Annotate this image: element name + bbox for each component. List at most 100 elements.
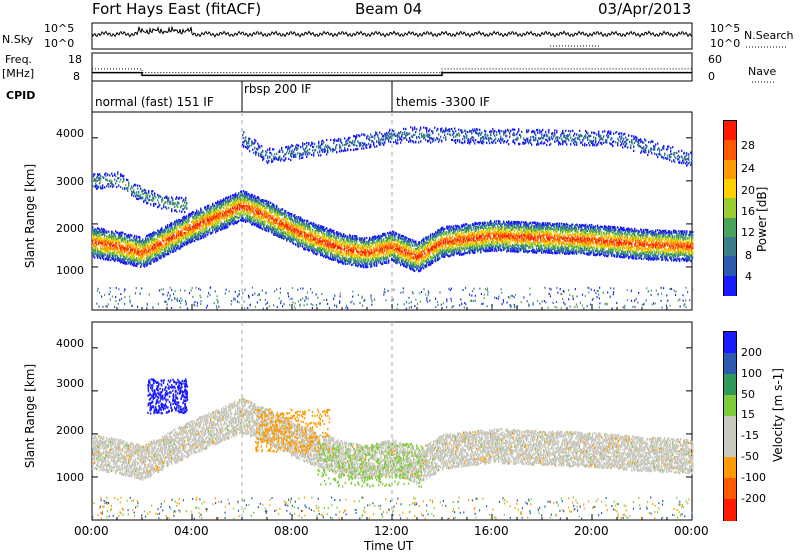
power-cell bbox=[146, 252, 148, 255]
power-cell bbox=[103, 230, 105, 233]
power-cell bbox=[102, 247, 104, 250]
power-cell bbox=[153, 251, 155, 255]
power-cell bbox=[255, 204, 257, 207]
power-cell bbox=[95, 252, 97, 255]
power-cell bbox=[152, 249, 154, 252]
power-cell bbox=[128, 251, 130, 254]
power-cell bbox=[170, 239, 172, 242]
power-cell bbox=[117, 251, 119, 255]
power-cell bbox=[155, 248, 157, 251]
power-cell bbox=[138, 252, 140, 255]
power-cell bbox=[309, 249, 311, 252]
power-cell bbox=[97, 234, 99, 237]
power-cell bbox=[250, 216, 252, 219]
y-tick-label: 4000 bbox=[56, 338, 84, 349]
power-cell bbox=[256, 203, 258, 206]
power-cell bbox=[148, 257, 150, 260]
power-cell bbox=[241, 211, 243, 214]
power-cell bbox=[121, 246, 123, 249]
power-cell bbox=[169, 238, 171, 241]
power-cell bbox=[140, 250, 142, 254]
power-cell bbox=[149, 246, 151, 249]
power-cell bbox=[263, 202, 265, 205]
power-cell bbox=[228, 204, 230, 207]
y-tick-label: 1000 bbox=[56, 472, 84, 483]
power-cell bbox=[109, 237, 111, 240]
power-cell bbox=[170, 233, 172, 236]
power-cell bbox=[260, 200, 262, 203]
power-cell bbox=[180, 239, 182, 243]
power-cell bbox=[96, 246, 98, 249]
power-cell bbox=[136, 257, 138, 260]
power-cell bbox=[271, 210, 273, 213]
power-cell bbox=[282, 218, 284, 221]
power-cell bbox=[240, 199, 242, 202]
power-cell bbox=[221, 206, 223, 209]
power-cell bbox=[207, 218, 209, 221]
power-cell bbox=[285, 210, 287, 213]
power-cell bbox=[136, 265, 138, 268]
x-axis-label: Time UT bbox=[364, 540, 413, 552]
power-cell bbox=[158, 250, 160, 253]
power-cell bbox=[118, 232, 120, 236]
power-cell bbox=[161, 229, 163, 232]
power-cell bbox=[329, 248, 331, 251]
x-tick-label: 16:00 bbox=[474, 525, 509, 537]
power-cell bbox=[191, 228, 193, 231]
power-cell bbox=[240, 214, 242, 217]
power-cell bbox=[255, 197, 257, 200]
power-cell bbox=[114, 250, 116, 253]
power-cell bbox=[217, 210, 219, 213]
power-cell bbox=[133, 260, 135, 263]
power-cell bbox=[227, 201, 229, 204]
power-cell bbox=[156, 242, 158, 245]
power-cell bbox=[235, 193, 237, 196]
power-cell bbox=[278, 228, 280, 231]
power-cell bbox=[267, 201, 269, 204]
power-cell bbox=[133, 252, 135, 255]
power-cell bbox=[121, 251, 123, 254]
power-cell bbox=[207, 220, 209, 223]
power-cell bbox=[275, 220, 277, 223]
power-cell bbox=[180, 244, 182, 247]
power-cell bbox=[211, 216, 213, 219]
power-cell bbox=[184, 241, 186, 244]
power-cell bbox=[261, 223, 263, 226]
power-cell bbox=[242, 209, 244, 212]
power-cell bbox=[202, 230, 204, 233]
power-cell bbox=[164, 230, 166, 233]
power-cell bbox=[160, 243, 162, 246]
power-cell bbox=[149, 239, 151, 242]
power-cell bbox=[103, 228, 105, 231]
power-cell bbox=[123, 239, 125, 243]
power-cell bbox=[191, 212, 193, 215]
power-cell bbox=[280, 213, 282, 216]
power-cell bbox=[216, 226, 218, 229]
power-cell bbox=[260, 211, 262, 214]
power-cell bbox=[145, 248, 147, 251]
power-cell bbox=[218, 227, 220, 230]
power-cell bbox=[144, 246, 146, 249]
power-cell bbox=[130, 251, 132, 254]
power-cell bbox=[344, 245, 346, 248]
power-cell bbox=[170, 237, 172, 240]
power-cell bbox=[204, 226, 206, 229]
power-cell bbox=[189, 228, 191, 231]
power-cell bbox=[205, 217, 207, 220]
power-cell bbox=[108, 242, 110, 245]
power-cell bbox=[185, 238, 187, 241]
power-cell bbox=[225, 226, 227, 229]
power-cell bbox=[101, 227, 103, 230]
power-cell bbox=[157, 257, 159, 260]
power-cell bbox=[227, 203, 229, 206]
power-cell bbox=[137, 259, 139, 262]
power-cell bbox=[251, 205, 253, 208]
power-cell bbox=[232, 218, 234, 221]
power-cell bbox=[281, 235, 283, 238]
power-cell bbox=[98, 250, 100, 253]
power-cell bbox=[232, 205, 234, 209]
power-cell bbox=[188, 233, 190, 236]
power-cell bbox=[124, 233, 126, 236]
power-cell bbox=[142, 243, 144, 246]
power-cell bbox=[92, 251, 94, 254]
